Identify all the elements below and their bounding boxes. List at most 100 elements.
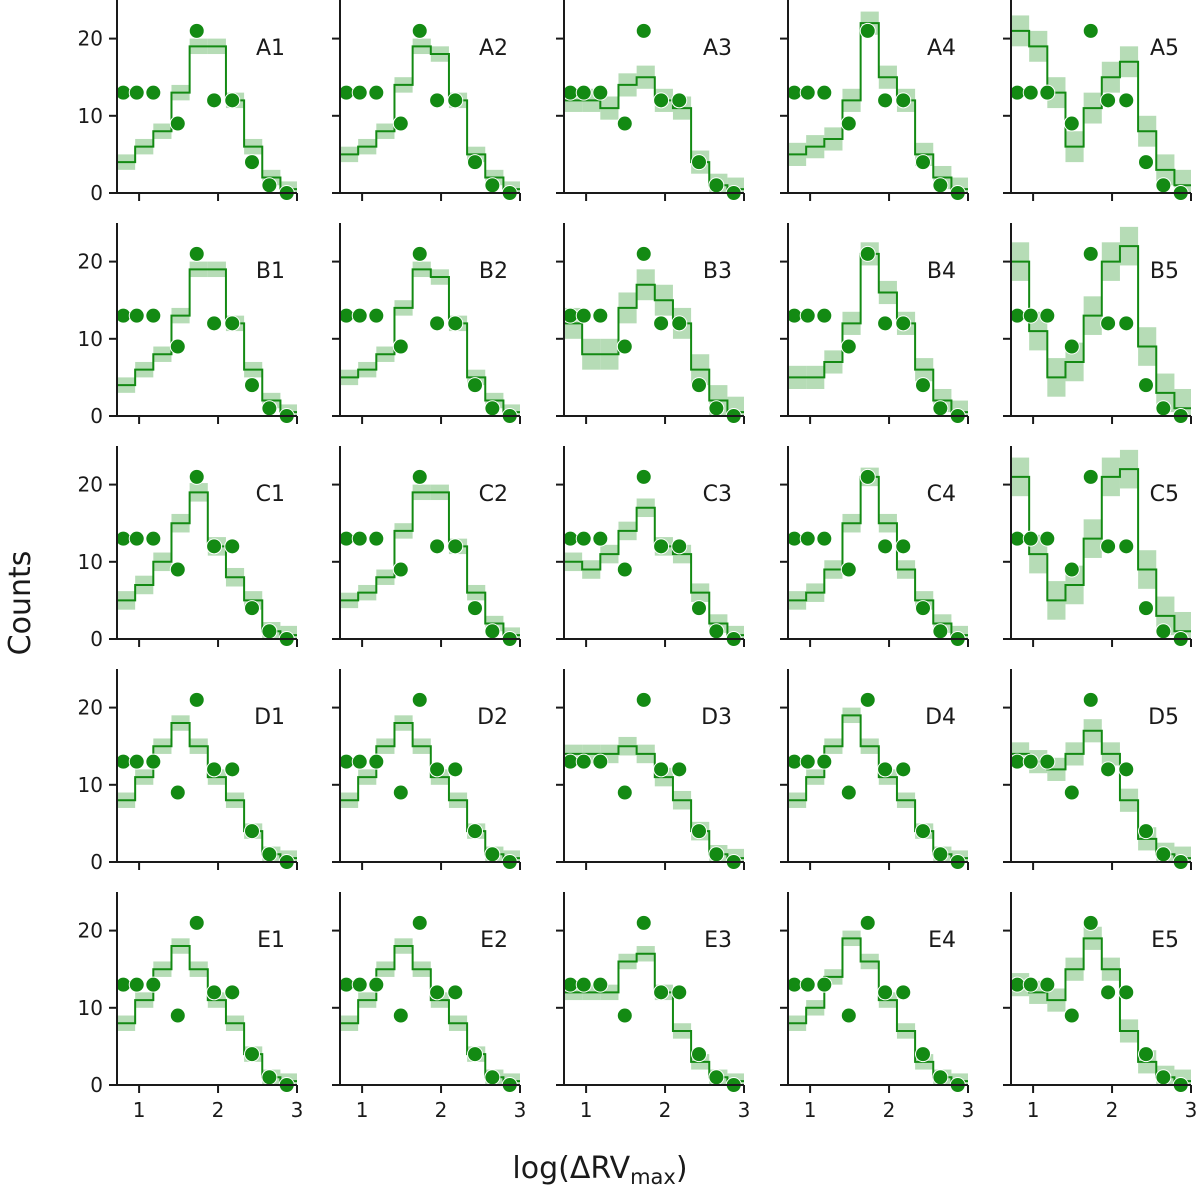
panel-e4: 1 2 3 E4 xyxy=(780,892,974,1122)
model-step-line xyxy=(117,722,297,860)
observed-point xyxy=(1082,22,1099,39)
observed-point xyxy=(206,761,223,778)
model-step-line xyxy=(788,714,968,860)
observed-point xyxy=(635,914,652,931)
observed-point xyxy=(816,753,833,770)
observed-point xyxy=(1039,307,1056,324)
y-tick-label: 10 xyxy=(78,104,103,128)
observed-point xyxy=(786,307,803,324)
observed-point xyxy=(145,307,162,324)
y-tick-label: 20 xyxy=(78,473,103,497)
observed-point xyxy=(484,400,501,417)
panel-label: A4 xyxy=(927,36,956,61)
panel-a3: A3 xyxy=(556,0,745,201)
panel-label: B1 xyxy=(256,259,285,284)
observed-point xyxy=(261,846,278,863)
observed-point xyxy=(447,984,464,1001)
panel-e3: 1 2 3 E3 xyxy=(556,892,750,1122)
panel-label: B4 xyxy=(927,259,956,284)
panel-label: C5 xyxy=(1150,482,1179,507)
x-tick-label: 1 xyxy=(580,1098,593,1122)
x-tick-label: 2 xyxy=(1106,1098,1119,1122)
observed-point xyxy=(1063,1007,1080,1024)
observed-point xyxy=(429,538,446,555)
y-tick-label: 0 xyxy=(90,404,103,428)
observed-point xyxy=(224,984,241,1001)
panel-label: E5 xyxy=(1151,928,1179,953)
observed-point xyxy=(1138,377,1154,394)
observed-point xyxy=(115,84,132,101)
observed-point xyxy=(915,823,931,840)
observed-point xyxy=(261,177,278,194)
observed-point xyxy=(392,1007,409,1024)
x-axis-label: log(ΔRVmax) xyxy=(512,1151,687,1189)
observed-point xyxy=(188,468,205,485)
observed-point xyxy=(368,307,385,324)
observed-point xyxy=(467,823,483,840)
model-step-line xyxy=(788,22,968,191)
panel-b4: B4 xyxy=(780,223,969,424)
observed-point xyxy=(1039,753,1056,770)
observed-point xyxy=(188,691,205,708)
model-step-line xyxy=(340,45,520,191)
y-tick-label: 20 xyxy=(78,919,103,943)
observed-point xyxy=(1155,400,1172,417)
observed-point xyxy=(1118,984,1135,1001)
observed-point xyxy=(338,84,355,101)
observed-point xyxy=(786,976,803,993)
observed-point xyxy=(1155,1069,1172,1086)
panel-d2: D2 xyxy=(332,669,521,870)
observed-point xyxy=(653,315,670,332)
observed-point xyxy=(786,84,803,101)
y-tick-label: 10 xyxy=(78,773,103,797)
y-tick-label: 0 xyxy=(90,627,103,651)
observed-point xyxy=(859,245,876,262)
observed-point xyxy=(691,154,707,171)
x-tick-label: 3 xyxy=(291,1098,304,1122)
observed-point xyxy=(206,984,223,1001)
panel-c5: C5 xyxy=(1003,446,1192,647)
observed-point xyxy=(1138,154,1154,171)
observed-point xyxy=(411,245,428,262)
observed-point xyxy=(115,307,132,324)
model-step-line xyxy=(340,491,520,637)
observed-point xyxy=(261,623,278,640)
observed-point xyxy=(895,984,912,1001)
observed-point xyxy=(616,338,633,355)
observed-point xyxy=(932,1069,949,1086)
observed-point xyxy=(484,177,501,194)
observed-point xyxy=(351,753,368,770)
observed-point xyxy=(708,400,725,417)
observed-point xyxy=(1022,976,1039,993)
observed-point xyxy=(877,92,894,109)
observed-point xyxy=(653,984,670,1001)
observed-point xyxy=(351,84,368,101)
observed-point xyxy=(224,761,241,778)
panel-e2: 1 2 3 E2 xyxy=(332,892,526,1122)
observed-point xyxy=(1118,538,1135,555)
observed-point xyxy=(188,22,205,39)
panel-label: B2 xyxy=(479,259,508,284)
observed-point xyxy=(1100,761,1117,778)
observed-point xyxy=(1063,338,1080,355)
panel-e5: 1 2 3 E5 xyxy=(1003,892,1197,1122)
panel-label: A5 xyxy=(1150,36,1179,61)
panel-a5: A5 xyxy=(1003,0,1192,201)
observed-point xyxy=(169,338,186,355)
x-tick-label: 1 xyxy=(1027,1098,1040,1122)
observed-point xyxy=(708,177,725,194)
observed-point xyxy=(338,530,355,547)
observed-point xyxy=(1082,468,1099,485)
observed-point xyxy=(1039,84,1056,101)
observed-point xyxy=(115,530,132,547)
y-tick-label: 20 xyxy=(78,696,103,720)
observed-point xyxy=(1009,84,1026,101)
observed-point xyxy=(616,561,633,578)
observed-point xyxy=(188,245,205,262)
model-step-line xyxy=(1011,729,1191,860)
panel-d4: D4 xyxy=(780,669,969,870)
panel-label: E3 xyxy=(704,928,732,953)
observed-point xyxy=(671,92,688,109)
observed-point xyxy=(484,1069,501,1086)
